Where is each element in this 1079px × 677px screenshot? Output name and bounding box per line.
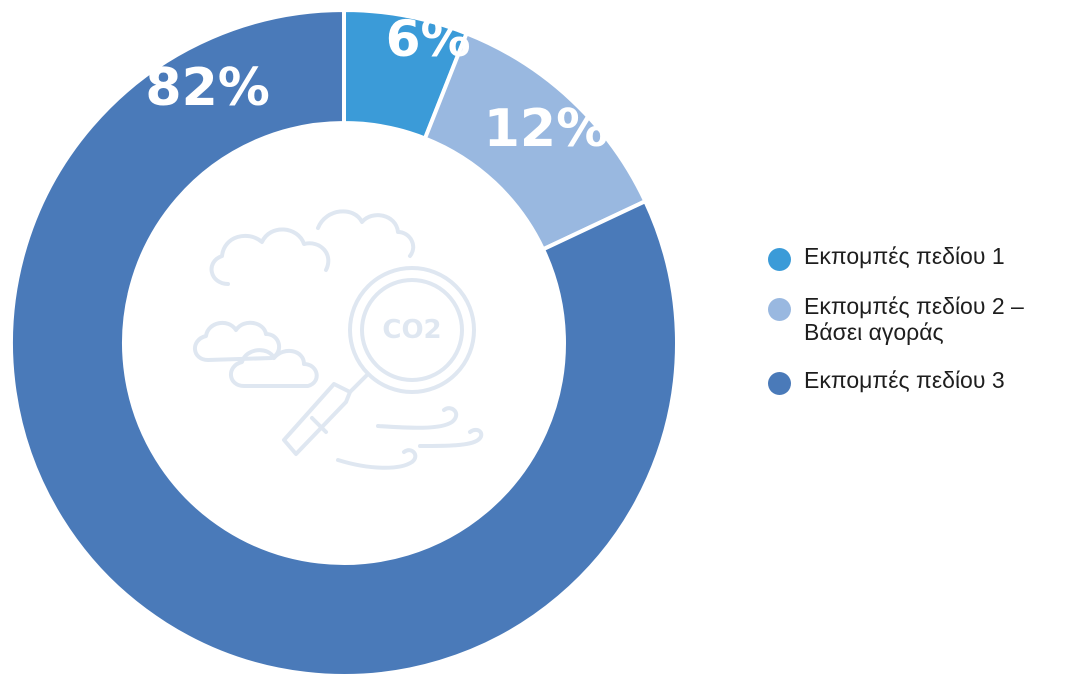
slice-labels: 6%12% 82% <box>145 10 608 159</box>
co2-cloud-magnifier-icon: CO2 <box>193 209 484 470</box>
donut-slices <box>9 7 679 677</box>
legend: Εκπομπές πεδίου 1 Εκπομπές πεδίου 2 – Βά… <box>768 243 1073 417</box>
legend-item-scope-3: Εκπομπές πεδίου 3 <box>768 367 1073 395</box>
legend-swatch-scope-3 <box>768 372 791 395</box>
slice-label-3: 82% <box>145 58 269 118</box>
donut-chart: 6%12% 82% CO2 <box>9 7 679 677</box>
legend-swatch-scope-1 <box>768 248 791 271</box>
legend-item-scope-2: Εκπομπές πεδίου 2 – Βάσει αγοράς <box>768 293 1073 345</box>
legend-label-scope-1: Εκπομπές πεδίου 1 <box>804 243 1005 269</box>
co2-icon-text: CO2 <box>382 315 441 345</box>
donut-slice-3 <box>9 7 679 677</box>
legend-swatch-scope-2 <box>768 298 791 321</box>
legend-label-scope-2: Εκπομπές πεδίου 2 – Βάσει αγοράς <box>804 293 1024 345</box>
slice-label-1: 6% <box>386 10 471 68</box>
slice-label-2: 12% <box>484 99 608 159</box>
legend-label-scope-3: Εκπομπές πεδίου 3 <box>804 367 1005 393</box>
legend-item-scope-1: Εκπομπές πεδίου 1 <box>768 243 1073 271</box>
